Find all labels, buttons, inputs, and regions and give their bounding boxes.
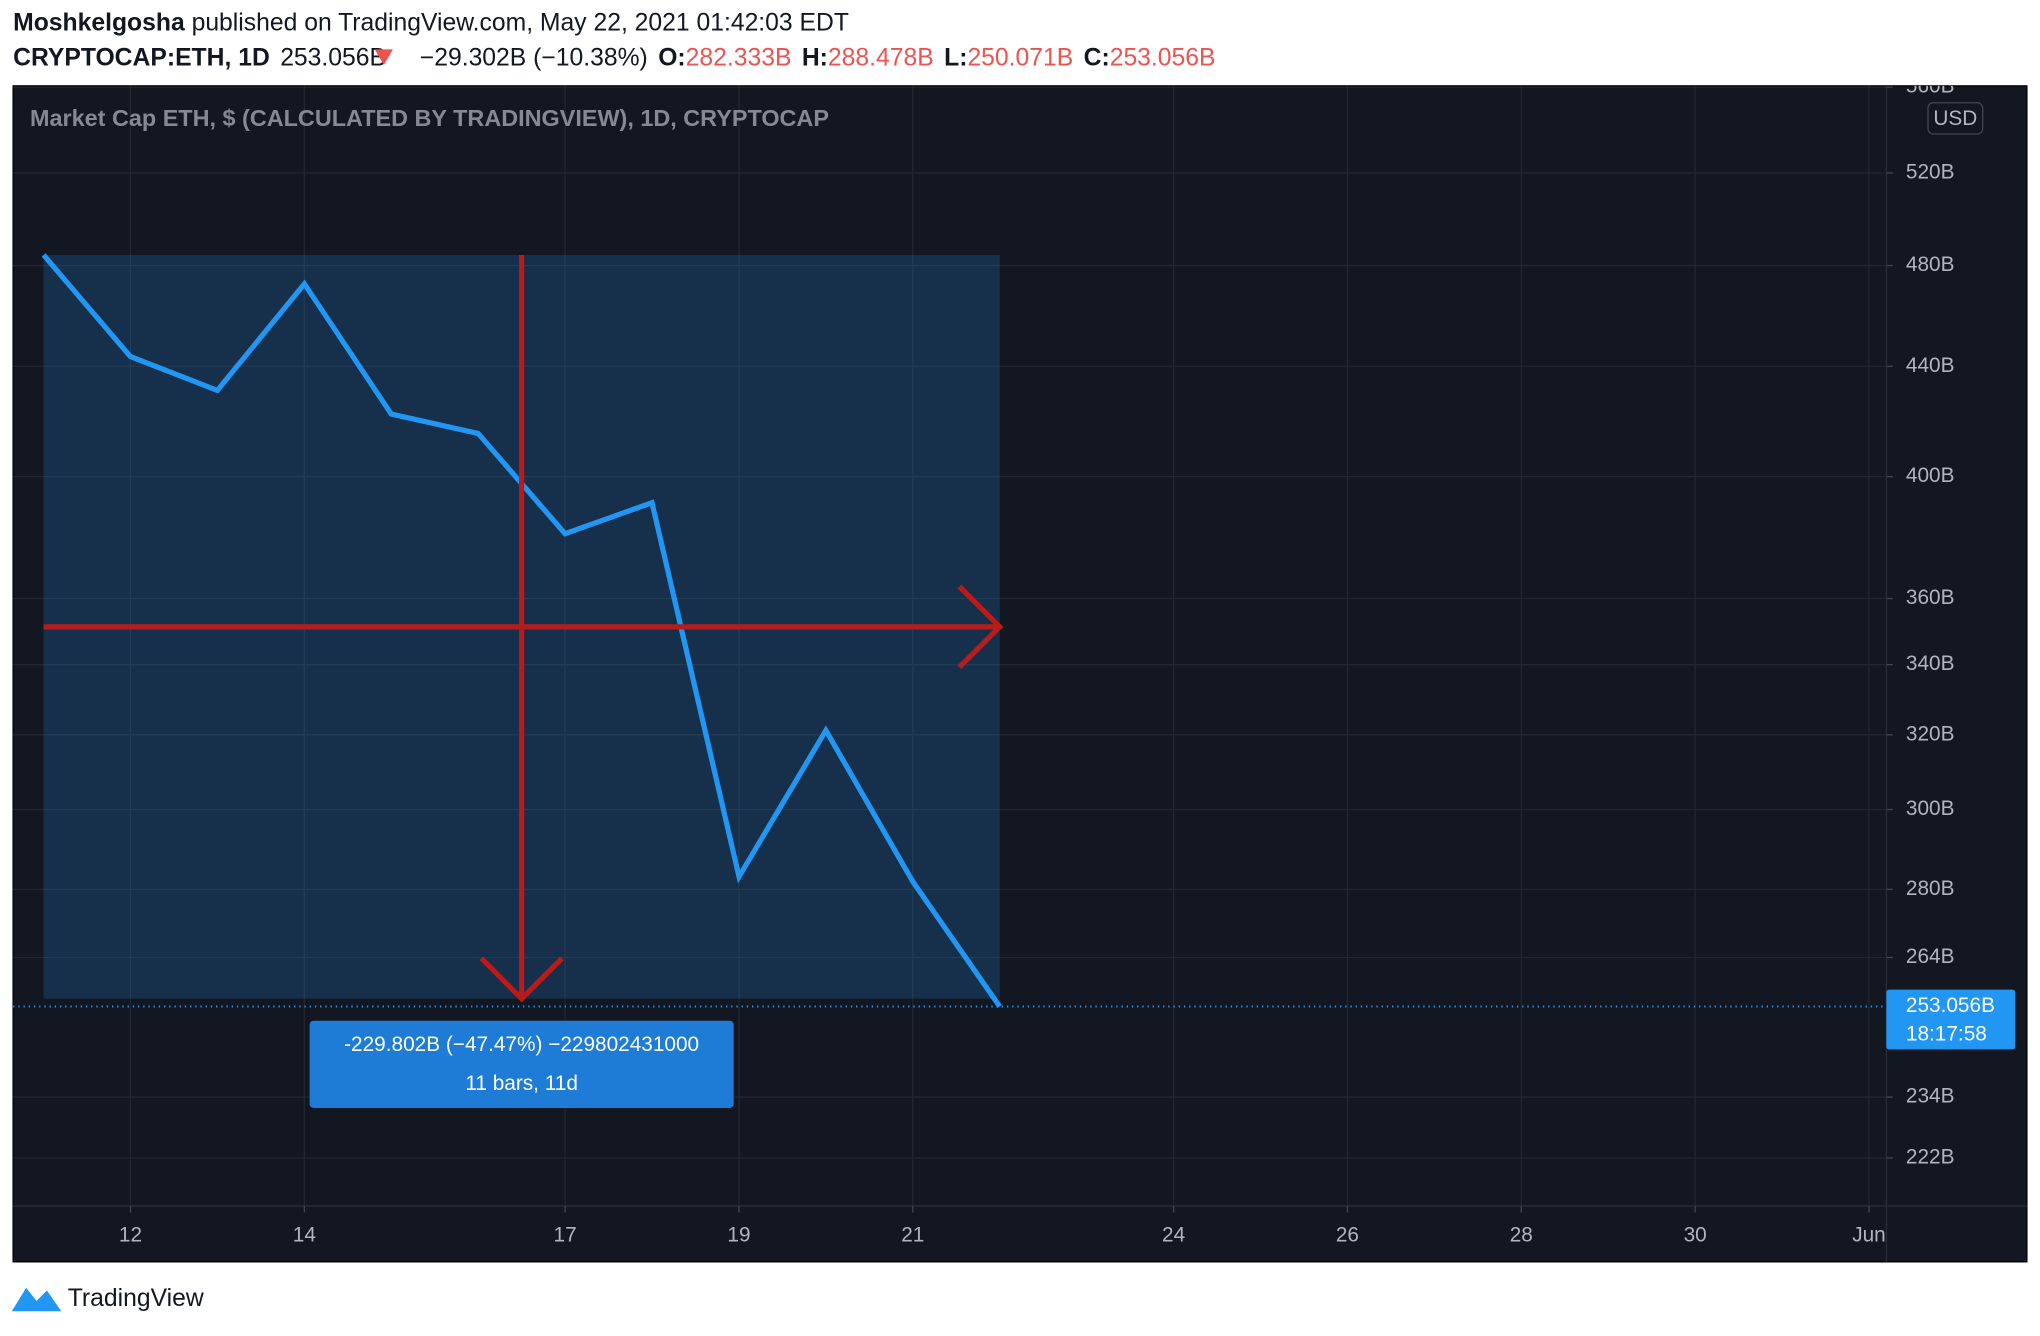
y-tick-label: 360B [1906, 586, 1955, 609]
x-tick-label: 24 [1162, 1223, 1185, 1246]
y-tick-label: 222B [1906, 1146, 1955, 1169]
legend-title: Market Cap ETH, $ (CALCULATED BY TRADING… [30, 105, 829, 131]
author: Moshkelgosha [13, 9, 185, 36]
y-tick-label: 560B [1906, 75, 1955, 98]
y-tick-label: 340B [1906, 652, 1955, 675]
overlay: -229.802B (−47.47%) −229802431000 11 bars… [43, 255, 2016, 1108]
x-tick-label: Jun [1852, 1223, 1886, 1246]
ohlc-value: 253.056B [1110, 44, 1216, 71]
symbol-line: CRYPTOCAP:ETH, 1D 253.056B −29.302B (−10.3… [13, 44, 1215, 71]
ohlc-key: L: [944, 44, 967, 71]
x-tick-label: 12 [119, 1223, 142, 1246]
logo-icon [11, 1287, 62, 1312]
change: −29.302B (−10.38%) [420, 44, 648, 71]
last-value: 253.056B [280, 44, 386, 71]
price-label-box [1886, 989, 2016, 1050]
y-tick-label: 440B [1906, 354, 1955, 377]
ohlc-value: 250.071B [967, 44, 1073, 71]
symbol: CRYPTOCAP:ETH, 1D [13, 44, 270, 71]
currency-box [1927, 102, 1984, 135]
x-tick-label: 28 [1510, 1223, 1533, 1246]
measure-tooltip [309, 1020, 734, 1108]
y-tick-label: 520B [1906, 160, 1955, 183]
measure-h-head [957, 584, 1004, 670]
measure-v-head [479, 956, 564, 1003]
x-tick-label: 17 [554, 1223, 577, 1246]
x-tick-label: 14 [293, 1223, 316, 1246]
footer-logo [11, 1287, 62, 1312]
currency: USD [1933, 107, 1977, 130]
price-label: 253.056B [1906, 994, 1995, 1017]
y-tick-label: 234B [1906, 1085, 1955, 1108]
footer-brand: TradingView [68, 1285, 204, 1312]
y-tick-label: 280B [1906, 877, 1955, 900]
y-tick-label: 400B [1906, 464, 1955, 487]
y-tick-label: 300B [1906, 797, 1955, 820]
x-tick-label: 21 [901, 1223, 924, 1246]
ohlc-key: C: [1084, 44, 1110, 71]
measure-span: 11 bars, 11d [465, 1072, 578, 1095]
ohlc-value: 288.478B [828, 44, 934, 71]
down-triangle [374, 49, 393, 66]
countdown: 18:17:58 [1906, 1023, 1987, 1046]
publish-line: Moshkelgosha published on TradingView.co… [13, 9, 849, 36]
x-tick-label: 19 [727, 1223, 750, 1246]
ohlc-value: 282.333B [686, 44, 792, 71]
measure-change: -229.802B (−47.47%) −229802431000 [344, 1033, 699, 1056]
ohlc-key: H: [802, 44, 828, 71]
y-tick-label: 264B [1906, 945, 1955, 968]
y-tick-label: 320B [1906, 722, 1955, 745]
y-tick-label: 480B [1906, 253, 1955, 276]
published: published on TradingView.com, May 22, 20… [192, 9, 849, 36]
ohlc-key: O: [658, 44, 685, 71]
x-tick-label: 30 [1684, 1223, 1707, 1246]
x-tick-label: 26 [1336, 1223, 1359, 1246]
